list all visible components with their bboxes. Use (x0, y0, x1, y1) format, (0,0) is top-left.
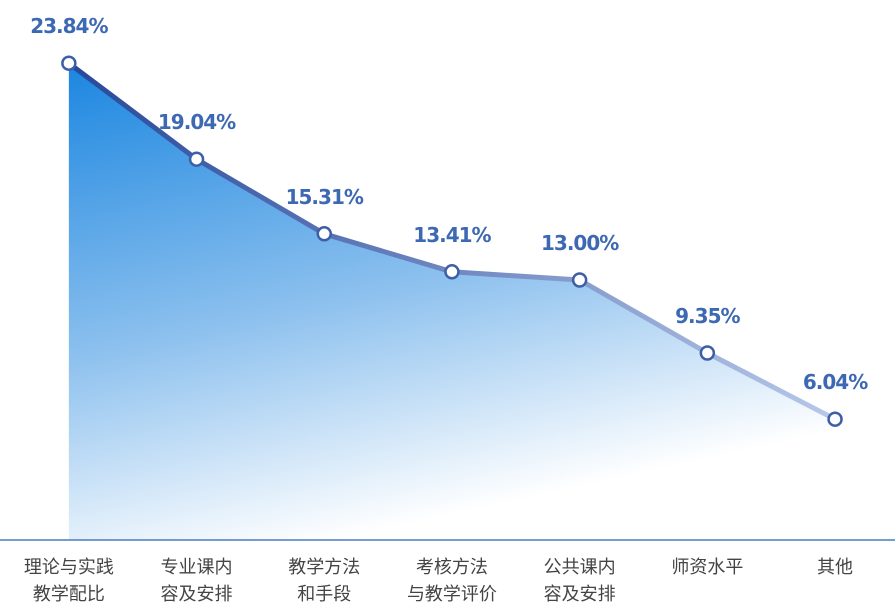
data-point (571, 272, 588, 288)
value-label: 13.41% (413, 223, 491, 247)
data-point (699, 345, 716, 361)
value-label: 15.31% (286, 185, 364, 209)
data-point (188, 151, 205, 167)
x-tick-label: 师资水平 (671, 557, 744, 578)
x-tick-label: 考核方法 与教学评价 (406, 557, 497, 605)
value-label: 23.84% (30, 14, 108, 38)
area-fill (68, 63, 836, 540)
data-point (316, 226, 332, 242)
x-tick-label: 教学方法 和手段 (288, 557, 361, 605)
value-label: 13.00% (541, 231, 619, 255)
data-point (827, 411, 843, 427)
value-label: 9.35% (675, 304, 740, 328)
x-tick-label: 理论与实践 教学配比 (23, 557, 114, 605)
value-label: 6.04% (803, 370, 868, 394)
value-label: 19.04% (158, 110, 236, 134)
data-point (61, 55, 77, 71)
data-point (444, 264, 460, 280)
x-tick-label: 专业课内 容及安排 (160, 557, 233, 605)
x-tick-label: 其他 (817, 557, 854, 578)
x-tick-label: 公共课内 容及安排 (543, 557, 616, 605)
